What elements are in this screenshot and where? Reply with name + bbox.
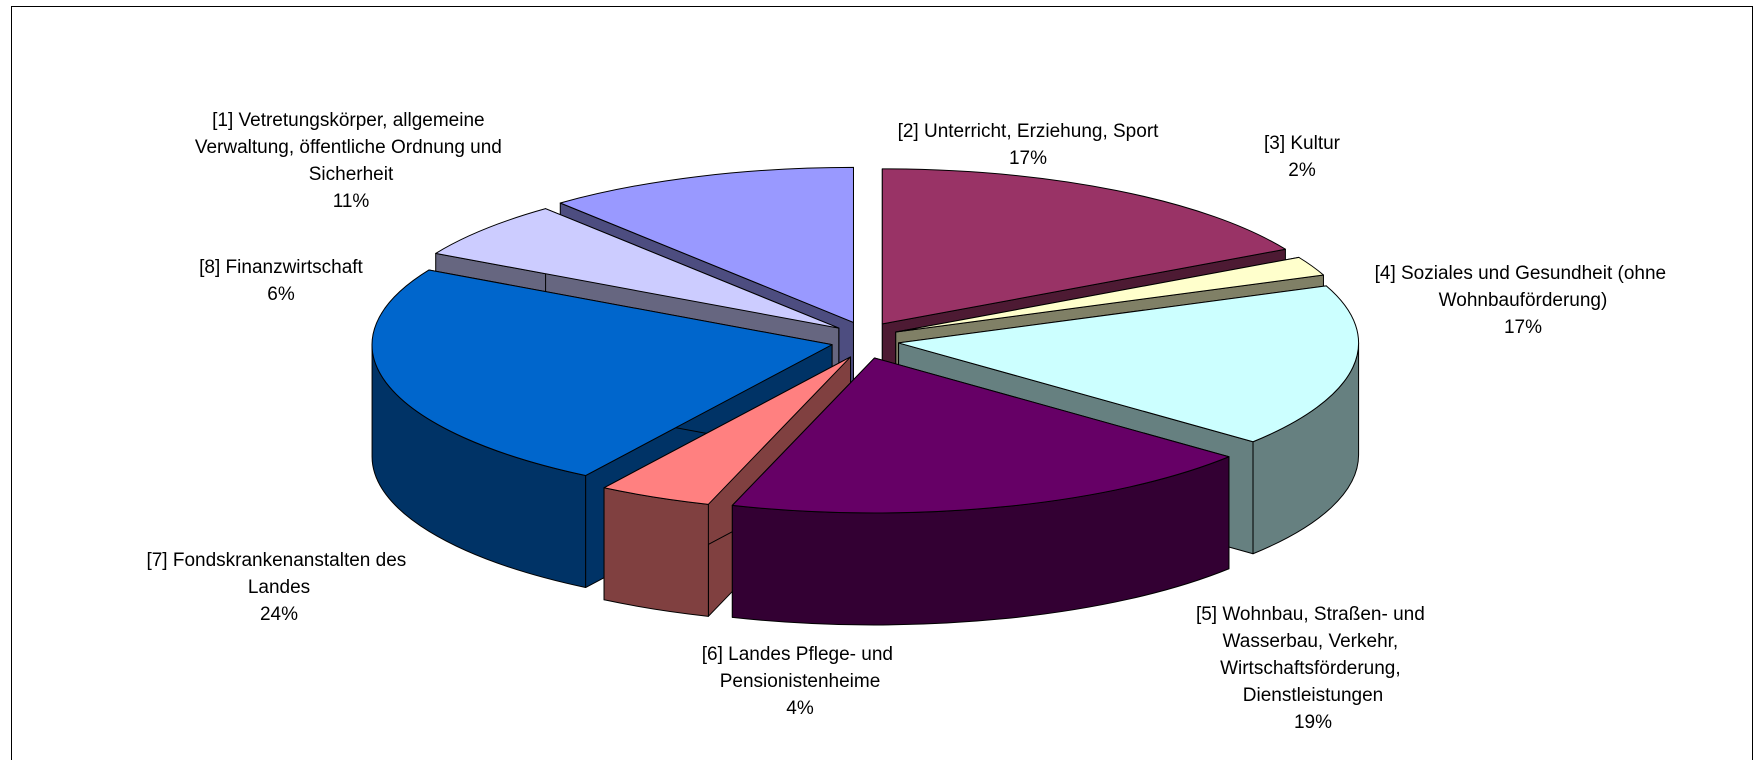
slice-label: [5] Wohnbau, Straßen- und Wasserbau, Ver… <box>1196 604 1430 706</box>
value-label: 24% <box>260 604 298 625</box>
slice-wall <box>603 487 709 617</box>
slice-label: [7] Fondskrankenanstalten des Landes <box>146 550 411 598</box>
value-label: 19% <box>1294 712 1332 733</box>
slice <box>559 166 854 323</box>
value-label: 17% <box>1009 148 1047 169</box>
value-label: 4% <box>786 698 814 719</box>
slice-label: [2] Unterricht, Erziehung, Sport <box>898 121 1160 142</box>
slice-label: [8] Finanzwirtschaft <box>199 257 363 278</box>
value-label: 2% <box>1288 160 1316 181</box>
slice <box>881 168 1286 325</box>
slice <box>371 269 833 477</box>
slice <box>435 208 840 329</box>
slice-label: [1] Vetretungskörper, allgemeine Verwalt… <box>195 110 507 185</box>
slice <box>895 256 1324 333</box>
slice <box>731 357 1230 514</box>
slice-label: [6] Landes Pflege- und Pensionistenheime <box>702 644 898 692</box>
value-label: 11% <box>333 191 370 212</box>
slice <box>731 357 1230 626</box>
value-label: 6% <box>267 284 295 305</box>
slice-label: [3] Kultur <box>1264 133 1341 154</box>
slice <box>603 356 852 505</box>
slice-label: [4] Soziales und Gesundheit (ohne Wohnba… <box>1375 263 1672 311</box>
value-label: 17% <box>1504 317 1542 338</box>
slice <box>898 285 1360 443</box>
